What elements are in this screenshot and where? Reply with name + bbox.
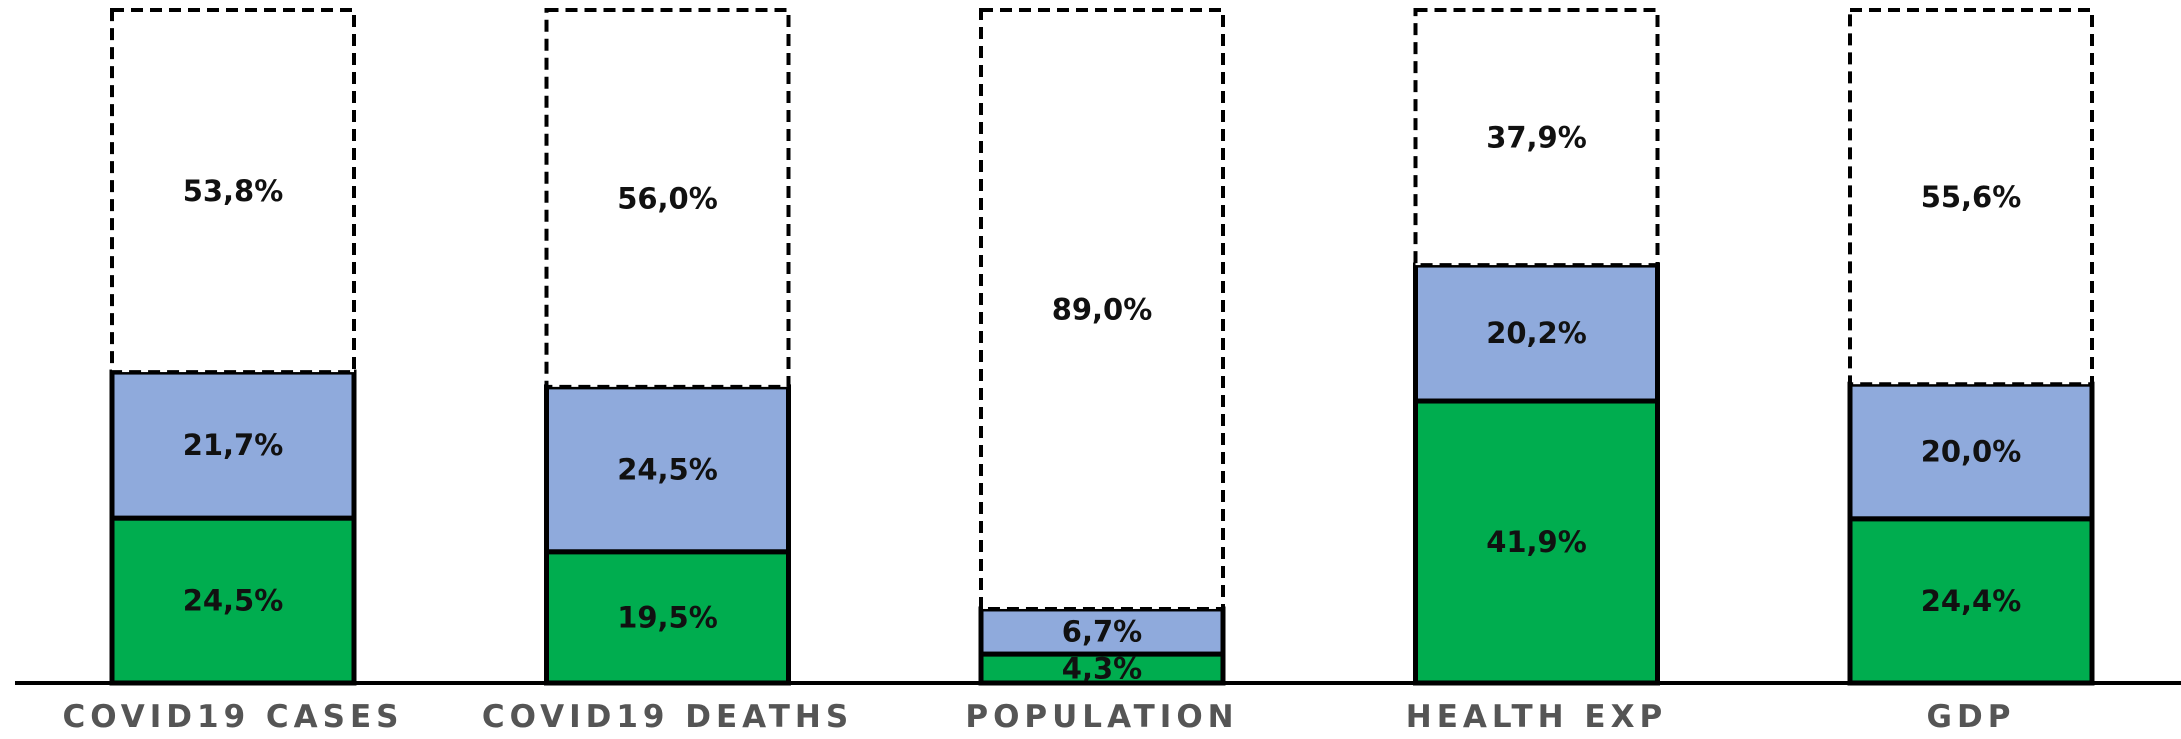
data-label-health-exp-2: 20,2% — [1486, 316, 1587, 350]
category-label-gdp: GDP — [1927, 699, 2016, 735]
data-label-gdp-2: 20,0% — [1921, 434, 2022, 468]
data-label-population-3: 89,0% — [1052, 292, 1153, 326]
category-label-population: POPULATION — [965, 699, 1238, 735]
data-label-population-2: 6,7% — [1062, 615, 1142, 649]
bar-segment-gdp-2 — [1847, 381, 2095, 522]
data-label-covid19-deaths-1: 19,5% — [617, 600, 718, 634]
data-label-health-exp-1: 41,9% — [1486, 525, 1587, 559]
bar-segment-gdp-3 — [1848, 8, 2094, 387]
bar-segment-health-exp-2 — [1413, 262, 1660, 404]
bar-segment-covid19-cases-2 — [109, 369, 357, 521]
bar-segment-covid19-deaths-1 — [544, 549, 791, 686]
data-label-population-1: 4,3% — [1062, 652, 1142, 686]
bar-segment-covid19-deaths-2 — [544, 384, 791, 555]
data-label-covid19-cases-1: 24,5% — [183, 584, 284, 618]
data-label-covid19-deaths-2: 24,5% — [617, 452, 718, 486]
data-label-gdp-3: 55,6% — [1921, 180, 2022, 214]
bar-segment-population-3 — [979, 8, 1225, 611]
category-label-covid19-cases: COVID19 CASES — [62, 699, 403, 735]
bar-segment-covid19-cases-3 — [110, 8, 356, 375]
category-label-health-exp: HEALTH EXP — [1406, 699, 1667, 735]
bar-segment-covid19-deaths-3 — [544, 8, 791, 389]
bar-segment-health-exp-3 — [1413, 8, 1660, 268]
bar-segment-health-exp-1 — [1413, 398, 1660, 686]
data-label-gdp-1: 24,4% — [1921, 584, 2022, 618]
data-label-covid19-cases-3: 53,8% — [183, 174, 284, 208]
bar-segment-covid19-cases-1 — [109, 515, 357, 686]
data-label-covid19-cases-2: 21,7% — [183, 428, 284, 462]
bars-layer — [109, 8, 2095, 686]
value-labels-layer: 24,5% 21,7% 53,8% 19,5% 24,5% 56,0% 4,3%6,7% 89… — [183, 121, 2022, 686]
category-labels-layer: COVID19 CASES COVID19 DEATHS POPULATION HEA… — [62, 699, 2016, 735]
category-label-covid19-deaths: COVID19 DEATHS — [482, 699, 853, 735]
data-label-covid19-deaths-3: 56,0% — [617, 181, 718, 215]
bar-segment-gdp-1 — [1847, 516, 2095, 686]
data-label-health-exp-3: 37,9% — [1486, 121, 1587, 155]
